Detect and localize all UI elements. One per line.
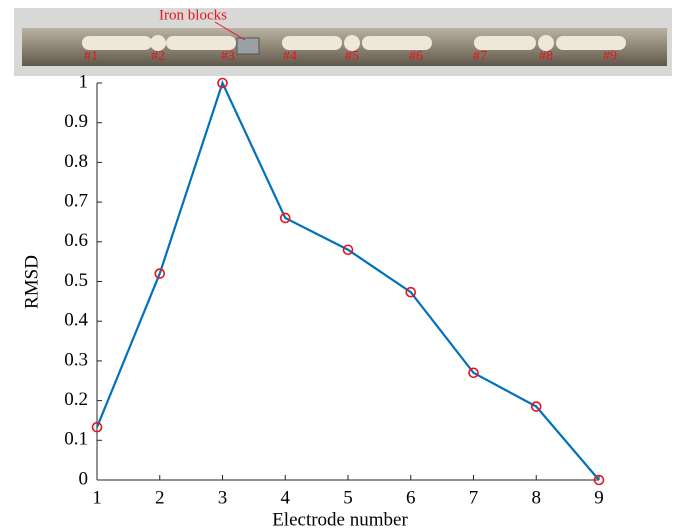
electrode-label: #7	[473, 49, 487, 64]
x-tick-label: 9	[594, 487, 604, 508]
y-tick-label: 0.9	[64, 111, 88, 132]
x-tick-label: 1	[92, 487, 102, 508]
x-tick-label: 7	[469, 487, 479, 508]
x-tick-label: 6	[406, 487, 416, 508]
electrode-label: #3	[221, 49, 235, 64]
x-tick-label: 3	[218, 487, 228, 508]
y-tick-label: 0.6	[64, 230, 88, 251]
x-tick-label: 8	[532, 487, 542, 508]
electrode-label: #1	[84, 49, 98, 64]
electrode-label: #6	[409, 49, 423, 64]
x-tick-label: 5	[343, 487, 353, 508]
electrode-label: #9	[603, 49, 617, 64]
page: Iron blocks Electrode number RMSD #1 #2 #3…	[0, 0, 686, 531]
series-line	[97, 83, 599, 480]
electrode-label: #8	[539, 49, 553, 64]
x-tick-label: 4	[281, 487, 291, 508]
photo: Iron blocks	[14, 7, 672, 76]
y-tick-label: 0.1	[64, 429, 88, 450]
y-tick-label: 0.4	[64, 310, 88, 331]
iron-block	[237, 38, 259, 54]
y-tick-label: 1	[79, 71, 89, 92]
y-tick-label: 0.2	[64, 389, 88, 410]
y-tick-label: 0.8	[64, 151, 88, 172]
y-tick-label: 0.7	[64, 190, 88, 211]
photo-annotation: Iron blocks	[159, 7, 227, 23]
x-tick-label: 2	[155, 487, 165, 508]
electrode-label: #4	[283, 49, 297, 64]
x-axis-label: Electrode number	[272, 509, 408, 530]
y-tick-label: 0.3	[64, 349, 88, 370]
y-axis-label: RMSD	[21, 255, 42, 309]
figure: Iron blocks Electrode number RMSD #1 #2 #3…	[0, 0, 686, 531]
electrode-label: #2	[151, 49, 165, 64]
y-tick-label: 0	[79, 468, 89, 489]
electrode-label: #5	[345, 49, 359, 64]
y-tick-label: 0.5	[64, 270, 88, 291]
